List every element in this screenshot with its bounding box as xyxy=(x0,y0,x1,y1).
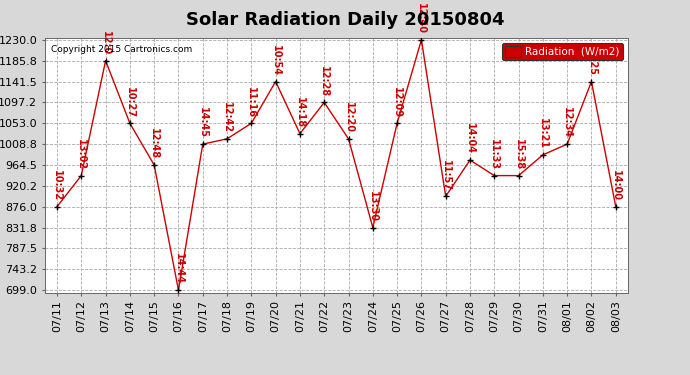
Text: 11:33: 11:33 xyxy=(489,139,500,170)
Text: Copyright 2015 Cartronics.com: Copyright 2015 Cartronics.com xyxy=(50,45,192,54)
Text: 12:28: 12:28 xyxy=(319,66,329,97)
Text: 12:42: 12:42 xyxy=(222,102,232,133)
Text: 10:54: 10:54 xyxy=(270,45,281,76)
Text: 10:32: 10:32 xyxy=(52,170,62,201)
Text: 13:02: 13:02 xyxy=(77,139,86,170)
Text: 11:16: 11:16 xyxy=(246,87,257,118)
Text: 15:38: 15:38 xyxy=(513,139,524,170)
Text: 12:0: 12:0 xyxy=(101,31,110,55)
Text: 12:40: 12:40 xyxy=(416,3,426,34)
Text: 12:20: 12:20 xyxy=(344,102,353,133)
Text: 11:25: 11:25 xyxy=(586,45,596,76)
Text: 12:48: 12:48 xyxy=(149,128,159,159)
Text: 12:34: 12:34 xyxy=(562,108,572,138)
Text: Solar Radiation Daily 20150804: Solar Radiation Daily 20150804 xyxy=(186,11,504,29)
Text: 14:04: 14:04 xyxy=(465,123,475,154)
Text: 13:30: 13:30 xyxy=(368,191,378,222)
Text: 13:21: 13:21 xyxy=(538,118,548,149)
Text: 14:18: 14:18 xyxy=(295,97,305,128)
Text: 12:09: 12:09 xyxy=(392,87,402,118)
Legend: Radiation  (W/m2): Radiation (W/m2) xyxy=(502,43,622,60)
Text: 14:44: 14:44 xyxy=(173,254,184,285)
Text: 14:00: 14:00 xyxy=(611,170,621,201)
Text: 10:27: 10:27 xyxy=(125,87,135,118)
Text: 11:57: 11:57 xyxy=(441,160,451,191)
Text: 14:45: 14:45 xyxy=(198,108,208,138)
